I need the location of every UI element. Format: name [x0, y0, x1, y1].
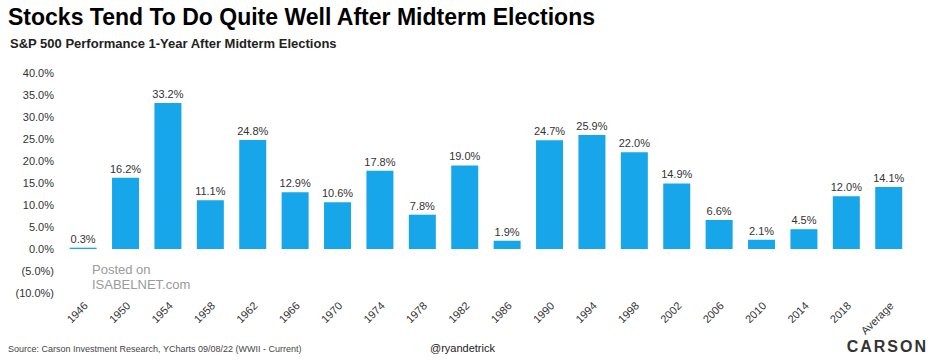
- svg-text:22.0%: 22.0%: [619, 137, 650, 149]
- svg-text:1986: 1986: [488, 299, 514, 325]
- svg-text:24.7%: 24.7%: [534, 125, 565, 137]
- html-text:Stocks Tend To Do Quite Well A: Stocks Tend To Do Quite Well After Midte…: [8, 4, 595, 30]
- svg-text:1.9%: 1.9%: [495, 226, 520, 238]
- svg-text:2014: 2014: [785, 299, 811, 325]
- svg-text:25.9%: 25.9%: [576, 120, 607, 132]
- svg-text:10.0%: 10.0%: [23, 199, 54, 211]
- svg-text:33.2%: 33.2%: [152, 88, 183, 100]
- html-text:@ryandetrick: @ryandetrick: [430, 342, 495, 354]
- svg-text:2.1%: 2.1%: [749, 225, 774, 237]
- svg-text:1982: 1982: [446, 299, 472, 325]
- svg-text:30.0%: 30.0%: [23, 111, 54, 123]
- svg-text:20.0%: 20.0%: [23, 155, 54, 167]
- html-text:CARSON: CARSON: [846, 338, 928, 355]
- html-text:Source: Carson Investment Rese: Source: Carson Investment Research, YCha…: [8, 344, 302, 354]
- svg-text:35.0%: 35.0%: [23, 89, 54, 101]
- svg-text:0.3%: 0.3%: [71, 233, 96, 245]
- svg-text:14.9%: 14.9%: [661, 168, 692, 180]
- svg-text:4.5%: 4.5%: [791, 214, 816, 226]
- svg-text:Average: Average: [858, 299, 895, 336]
- svg-text:1974: 1974: [361, 299, 387, 325]
- svg-text:1998: 1998: [616, 299, 642, 325]
- svg-text:2010: 2010: [743, 299, 769, 325]
- svg-text:10.6%: 10.6%: [322, 187, 353, 199]
- svg-text:1950: 1950: [107, 299, 133, 325]
- svg-text:1970: 1970: [319, 299, 345, 325]
- svg-text:14.1%: 14.1%: [873, 172, 904, 184]
- svg-text:2002: 2002: [658, 299, 684, 325]
- svg-text:1946: 1946: [64, 299, 90, 325]
- svg-text:1994: 1994: [573, 299, 599, 325]
- svg-text:19.0%: 19.0%: [449, 150, 480, 162]
- svg-text:1978: 1978: [404, 299, 430, 325]
- html-text:S&P 500 Performance 1-Year Aft: S&P 500 Performance 1-Year After Midterm…: [10, 36, 337, 51]
- svg-text:(5.0%): (5.0%): [22, 265, 54, 277]
- svg-text:12.0%: 12.0%: [831, 181, 862, 193]
- svg-text:1958: 1958: [192, 299, 218, 325]
- html-text:ISABELNET.com: ISABELNET.com: [92, 277, 191, 292]
- svg-text:12.9%: 12.9%: [280, 177, 311, 189]
- svg-text:0.0%: 0.0%: [29, 243, 54, 255]
- svg-text:(10.0%): (10.0%): [15, 287, 54, 299]
- svg-text:16.2%: 16.2%: [110, 163, 141, 175]
- svg-text:25.0%: 25.0%: [23, 133, 54, 145]
- svg-text:24.8%: 24.8%: [237, 125, 268, 137]
- svg-text:6.6%: 6.6%: [707, 205, 732, 217]
- svg-text:11.1%: 11.1%: [195, 185, 226, 197]
- svg-text:15.0%: 15.0%: [23, 177, 54, 189]
- svg-text:40.0%: 40.0%: [23, 67, 54, 79]
- svg-text:5.0%: 5.0%: [29, 221, 54, 233]
- svg-text:1990: 1990: [531, 299, 557, 325]
- svg-text:17.8%: 17.8%: [364, 156, 395, 168]
- svg-text:1966: 1966: [276, 299, 302, 325]
- svg-text:2018: 2018: [828, 299, 854, 325]
- svg-text:2006: 2006: [700, 299, 726, 325]
- svg-text:7.8%: 7.8%: [410, 200, 435, 212]
- html-text:Posted on: Posted on: [92, 262, 151, 277]
- svg-text:1954: 1954: [149, 299, 175, 325]
- svg-text:1962: 1962: [234, 299, 260, 325]
